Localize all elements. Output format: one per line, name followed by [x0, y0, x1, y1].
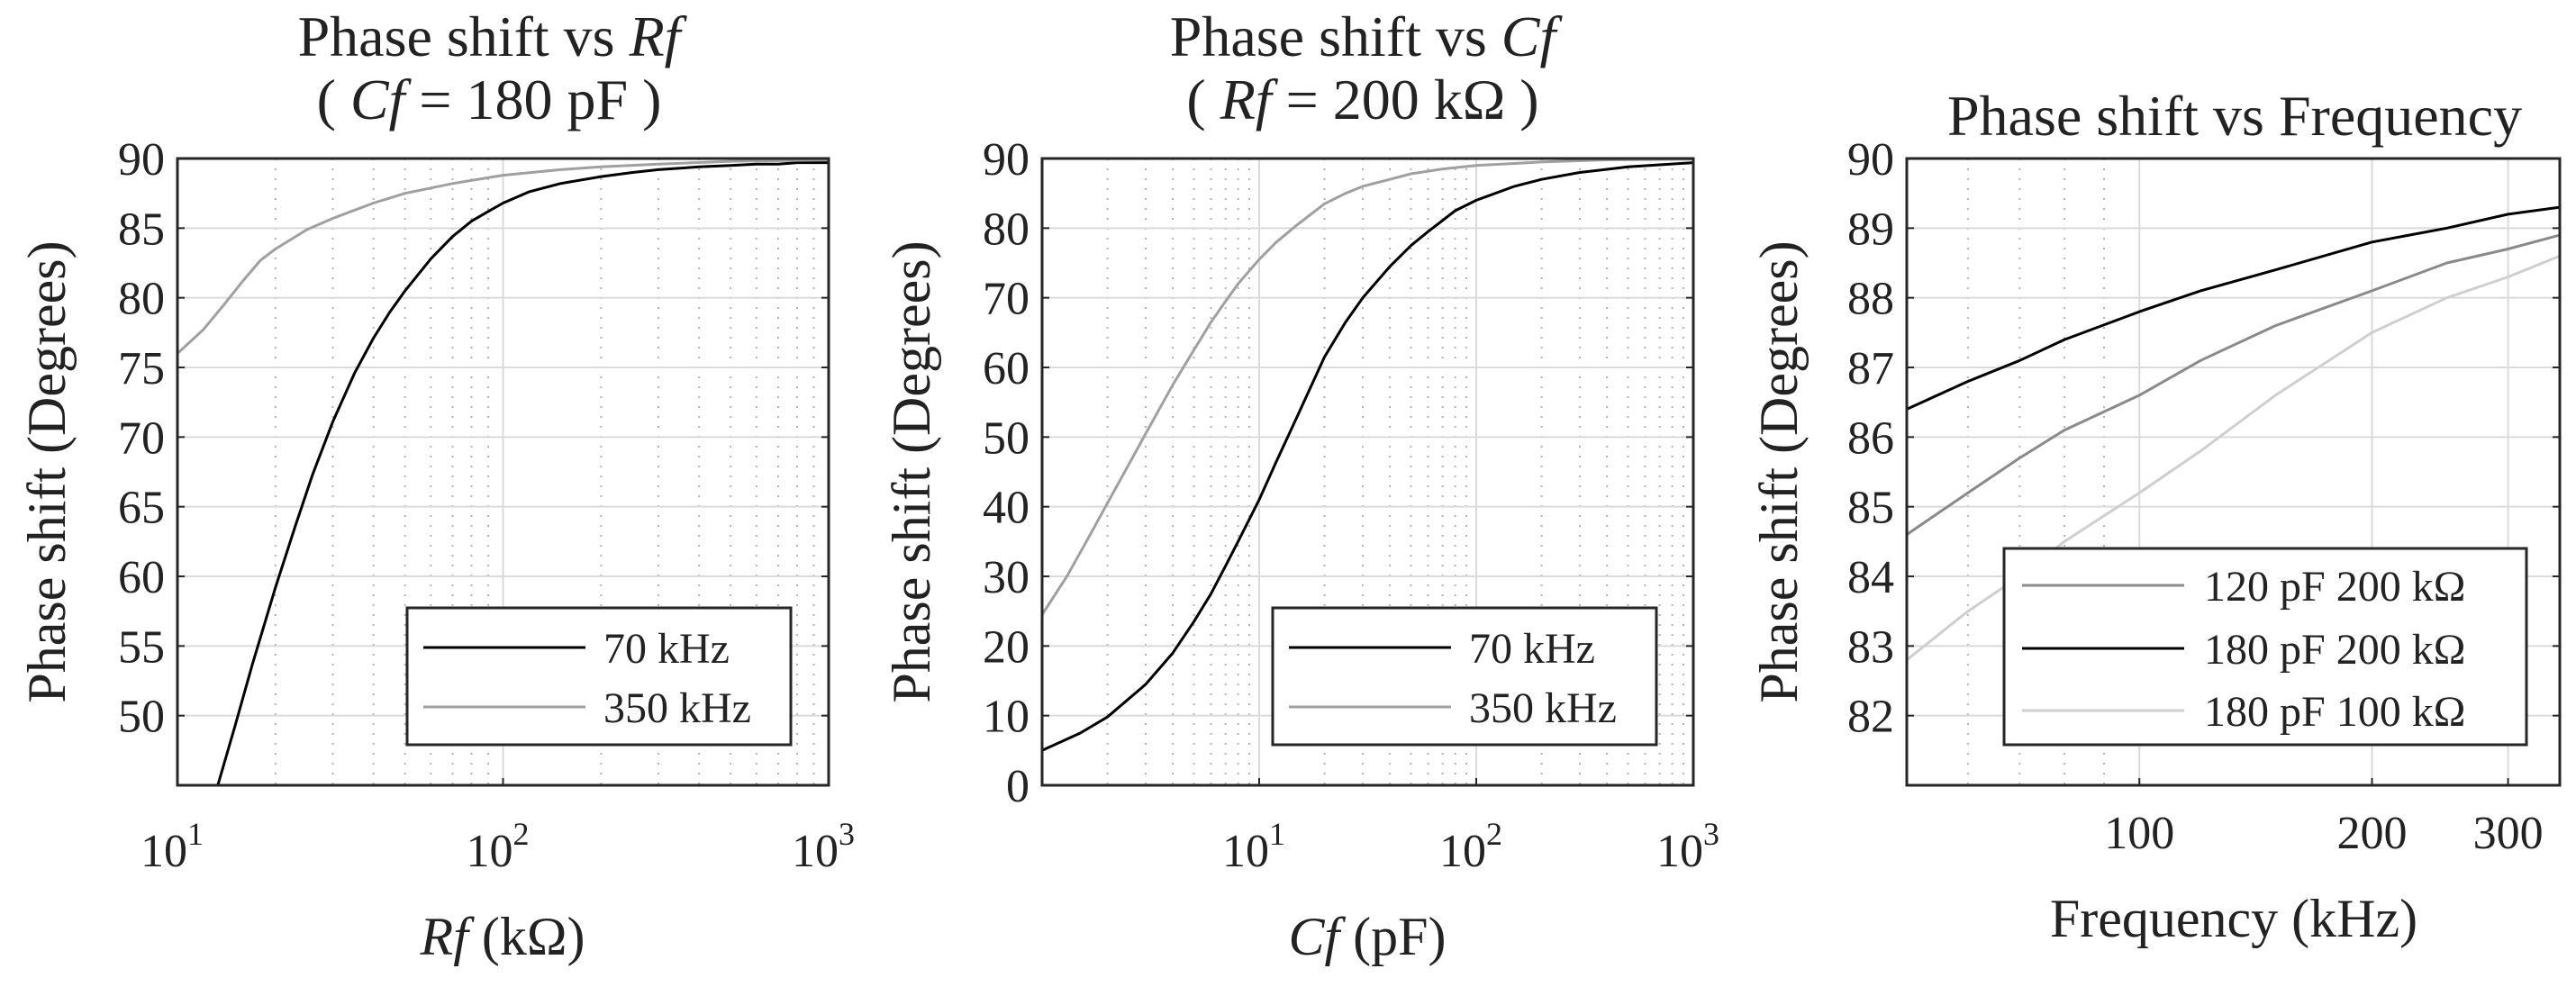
panel-frequency-ytick-label: 89	[1847, 204, 1894, 255]
panel-rf-ytick-label: 85	[118, 204, 165, 255]
panel-cf-ytick-label: 70	[983, 274, 1029, 325]
panel-rf-xtick-label: 103	[792, 816, 855, 877]
panel-rf-title-prefix: Phase shift vs	[298, 5, 630, 68]
panel-frequency-legend-label-180pf-100k: 180 pF 100 kΩ	[2204, 688, 2465, 736]
panel-cf: Phase shift vs Cf ( Rf = 200 kΩ ) 0 10 20 3…	[882, 5, 1719, 966]
panel-cf-ytick-label: 0	[1006, 761, 1029, 812]
panel-cf-legend-label-350khz: 350 kHz	[1469, 684, 1617, 732]
panel-rf-ytick-label: 70	[118, 412, 165, 464]
panel-frequency-series-180-pf-100-k	[1907, 254, 2560, 661]
panel-rf-title-line1: Phase shift vs Rf	[298, 5, 688, 68]
panel-frequency-ytick-label: 88	[1847, 274, 1894, 325]
panel-cf-title-var: Cf	[1501, 5, 1564, 68]
panel-frequency: Phase shift vs Frequency 828384858687888…	[1749, 84, 2562, 948]
panel-rf-series-70-khz	[216, 161, 829, 785]
panel-cf-ytick-label: 50	[983, 412, 1029, 464]
panel-cf-title-prefix: Phase shift vs	[1170, 5, 1501, 68]
panel-frequency-legend-label-120pf-200k: 120 pF 200 kΩ	[2204, 563, 2465, 611]
panel-cf-xtick-label: 101	[1222, 816, 1285, 877]
panel-rf-ytick-label: 50	[118, 692, 165, 743]
panel-frequency-plot-frame	[1905, 157, 2562, 787]
panel-rf-xtick-label: 102	[467, 816, 530, 877]
panel-rf-legend-label-70khz: 70 kHz	[603, 625, 730, 673]
panel-frequency-series-120-pf-200-k	[1907, 233, 2560, 536]
panel-frequency-title: Phase shift vs Frequency	[1947, 84, 2522, 148]
panel-cf-ytick-label: 80	[983, 204, 1029, 255]
panel-rf-ylabel: Phase shift (Degrees)	[17, 240, 77, 702]
panel-rf-ytick-label: 80	[118, 274, 165, 325]
panel-frequency-ticks: 82 83 84 85 86 87 88 89 90 100 200 300	[1847, 134, 2560, 859]
panel-rf-ytick-label: 75	[118, 343, 165, 394]
panel-cf-ytick-label: 30	[983, 552, 1029, 603]
panel-rf-legend-label-350khz: 350 kHz	[603, 684, 751, 732]
panel-cf-series-70-khz	[1042, 161, 1693, 752]
panel-rf-ytick-label: 65	[118, 483, 165, 534]
panel-cf-ticks: 0 10 20 30 40 50 60 70 80 90 101 102 103	[983, 134, 1719, 877]
panel-rf-title-line2: ( Cf = 180 pF )	[317, 68, 662, 131]
panel-frequency-ytick-label: 83	[1847, 621, 1894, 673]
panel-cf-plot-frame	[1040, 157, 1695, 787]
panel-rf-legend-box	[405, 606, 793, 747]
panel-cf-xtick-label: 103	[1656, 816, 1719, 877]
panel-cf-legend-box	[1271, 606, 1658, 747]
panel-frequency-xlabel: Frequency (kHz)	[2050, 889, 2417, 948]
panel-frequency-xtick-label: 100	[2104, 808, 2174, 859]
panel-rf-ytick-label: 90	[118, 134, 165, 186]
panel-frequency-legend-box	[2002, 547, 2528, 747]
panel-frequency-ylabel: Phase shift (Degrees)	[1749, 240, 1809, 702]
panel-rf: Phase shift vs Rf ( Cf = 180 pF ) 50 55 60…	[17, 5, 855, 966]
panel-frequency-legend-label-180pf-200k: 180 pF 200 kΩ	[2204, 626, 2465, 674]
panel-cf-xtick-label: 102	[1439, 816, 1502, 877]
panel-rf-ytick-label: 55	[118, 621, 165, 673]
panel-frequency-ytick-label: 84	[1847, 552, 1894, 603]
panel-cf-title-line1: Phase shift vs Cf	[1170, 5, 1564, 68]
panel-cf-xlabel: Cf (pF)	[1288, 907, 1446, 966]
panel-cf-title-line2: ( Rf = 200 kΩ )	[1186, 68, 1538, 131]
panel-rf-ticks: 50 55 60 65 70 75 80 85 90 101 102 103	[118, 134, 855, 877]
panel-cf-series-350-khz	[1042, 158, 1693, 616]
panel-frequency-xtick-label: 200	[2337, 808, 2408, 859]
panel-frequency-ytick-label: 86	[1847, 412, 1894, 464]
panel-rf-xlabel: Rf (kΩ)	[420, 907, 585, 966]
panel-cf-ytick-label: 90	[983, 134, 1029, 186]
panel-frequency-series	[1907, 205, 2560, 661]
panel-cf-legend: 70 kHz 350 kHz	[1271, 606, 1658, 747]
panel-cf-ytick-label: 10	[983, 692, 1029, 743]
panel-rf-title-var: Rf	[629, 5, 688, 68]
panel-rf-xtick-label: 101	[141, 816, 204, 877]
panel-frequency-legend: 120 pF 200 kΩ 180 pF 200 kΩ 180 pF 100 k…	[2002, 547, 2528, 747]
panel-rf-series-350-khz	[177, 158, 829, 355]
panel-rf-legend: 70 kHz 350 kHz	[405, 606, 793, 747]
panel-frequency-series-180-pf-200-k	[1907, 205, 2560, 411]
panel-cf-legend-label-70khz: 70 kHz	[1469, 625, 1595, 673]
panel-rf-ytick-label: 60	[118, 552, 165, 603]
panel-cf-ylabel: Phase shift (Degrees)	[882, 240, 941, 702]
panel-cf-ytick-label: 60	[983, 343, 1029, 394]
panel-frequency-ytick-label: 87	[1847, 343, 1894, 394]
panel-frequency-ytick-label: 82	[1847, 692, 1894, 743]
panel-frequency-xtick-label: 300	[2473, 808, 2544, 859]
panel-rf-series	[177, 158, 829, 785]
panel-cf-series	[1042, 158, 1693, 752]
panel-cf-ytick-label: 40	[983, 483, 1029, 534]
panel-frequency-ytick-label: 90	[1847, 134, 1894, 186]
panel-frequency-ytick-label: 85	[1847, 483, 1894, 534]
panel-cf-ytick-label: 20	[983, 621, 1029, 673]
